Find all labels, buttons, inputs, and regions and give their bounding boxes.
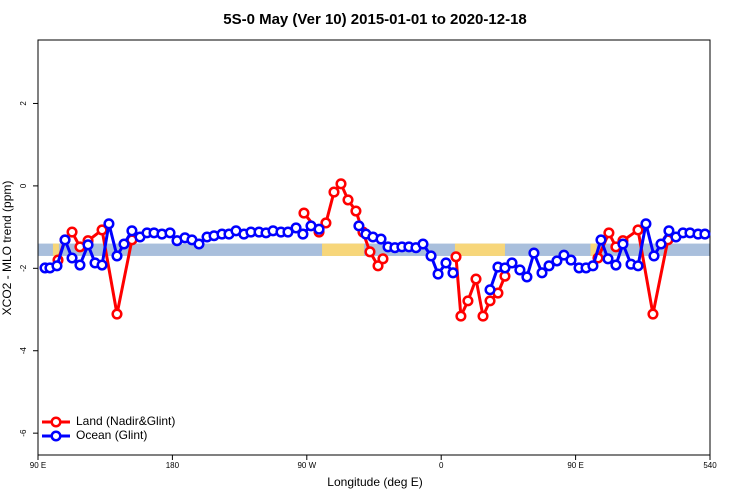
data-point: [377, 253, 389, 265]
chart-title: 5S-0 May (Ver 10) 2015-01-01 to 2020-12-…: [223, 11, 527, 28]
band-highlight: [454, 243, 505, 256]
data-point: [320, 217, 332, 229]
data-point: [543, 260, 555, 272]
x-tick-label: 90 E: [567, 461, 583, 470]
data-point: [375, 233, 387, 245]
data-point: [603, 227, 615, 239]
data-point: [328, 186, 340, 198]
y-tick-label: -6: [19, 429, 28, 437]
data-point: [447, 267, 459, 279]
data-point: [66, 252, 78, 264]
data-point: [640, 218, 652, 230]
x-tick-label: 540: [703, 461, 717, 470]
data-point: [66, 226, 78, 238]
legend-label: Land (Nadir&Glint): [76, 414, 175, 428]
data-point: [350, 205, 362, 217]
data-point: [103, 218, 115, 230]
x-axis-label: Longitude (deg E): [327, 475, 422, 489]
data-point: [470, 273, 482, 285]
y-axis-label: XCO2 - MLO trend (ppm): [0, 181, 14, 316]
data-point: [297, 228, 309, 240]
data-point: [595, 234, 607, 246]
band-highlight: [590, 243, 597, 256]
data-point: [663, 225, 675, 237]
plot-frame: [37, 39, 711, 456]
data-point: [565, 254, 577, 266]
data-point: [425, 250, 437, 262]
legend-marker: [50, 430, 62, 442]
data-point: [699, 228, 711, 240]
data-point: [51, 260, 63, 272]
data-point: [506, 257, 518, 269]
data-point: [353, 220, 365, 232]
data-point: [610, 259, 622, 271]
data-point: [118, 238, 130, 250]
data-point: [364, 246, 376, 258]
data-point: [655, 238, 667, 250]
data-point: [484, 284, 496, 296]
data-point: [632, 224, 644, 236]
data-point: [96, 224, 108, 236]
x-tick-label: 90 W: [297, 461, 316, 470]
data-point: [514, 264, 526, 276]
legend-label: Ocean (Glint): [76, 428, 147, 442]
data-point: [455, 310, 467, 322]
band-highlight: [322, 243, 364, 256]
data-point: [551, 255, 563, 267]
data-point: [342, 194, 354, 206]
data-point: [450, 251, 462, 263]
data-point: [74, 259, 86, 271]
data-point: [477, 310, 489, 322]
data-point: [290, 222, 302, 234]
data-point: [484, 295, 496, 307]
y-tick-label: 0: [19, 183, 28, 188]
data-point: [602, 253, 614, 265]
data-point: [193, 238, 205, 250]
data-point: [499, 262, 511, 274]
data-point: [648, 250, 660, 262]
x-tick-label: 0: [439, 461, 444, 470]
data-point: [587, 260, 599, 272]
band-highlight: [52, 243, 59, 256]
y-tick-label: -4: [19, 347, 28, 355]
data-point: [632, 260, 644, 272]
x-tick-label: 180: [166, 461, 180, 470]
y-tick-label: 2: [19, 101, 28, 106]
data-point: [528, 247, 540, 259]
data-point: [432, 268, 444, 280]
data-point: [298, 207, 310, 219]
data-point: [558, 249, 570, 261]
data-point: [617, 238, 629, 250]
y-tick-label: -2: [19, 264, 28, 272]
legend-marker: [50, 416, 62, 428]
data-point: [59, 234, 71, 246]
data-point: [372, 260, 384, 272]
data-point: [82, 239, 94, 251]
data-point: [647, 308, 659, 320]
data-point: [536, 267, 548, 279]
data-point: [462, 295, 474, 307]
data-point: [126, 225, 138, 237]
x-tick-label: 90 E: [30, 461, 46, 470]
data-point: [111, 250, 123, 262]
data-point: [313, 223, 325, 235]
data-point: [335, 178, 347, 190]
data-point: [111, 308, 123, 320]
data-point: [96, 259, 108, 271]
data-point: [521, 271, 533, 283]
data-point: [417, 238, 429, 250]
data-point: [282, 226, 294, 238]
data-point: [164, 227, 176, 239]
data-point: [440, 257, 452, 269]
